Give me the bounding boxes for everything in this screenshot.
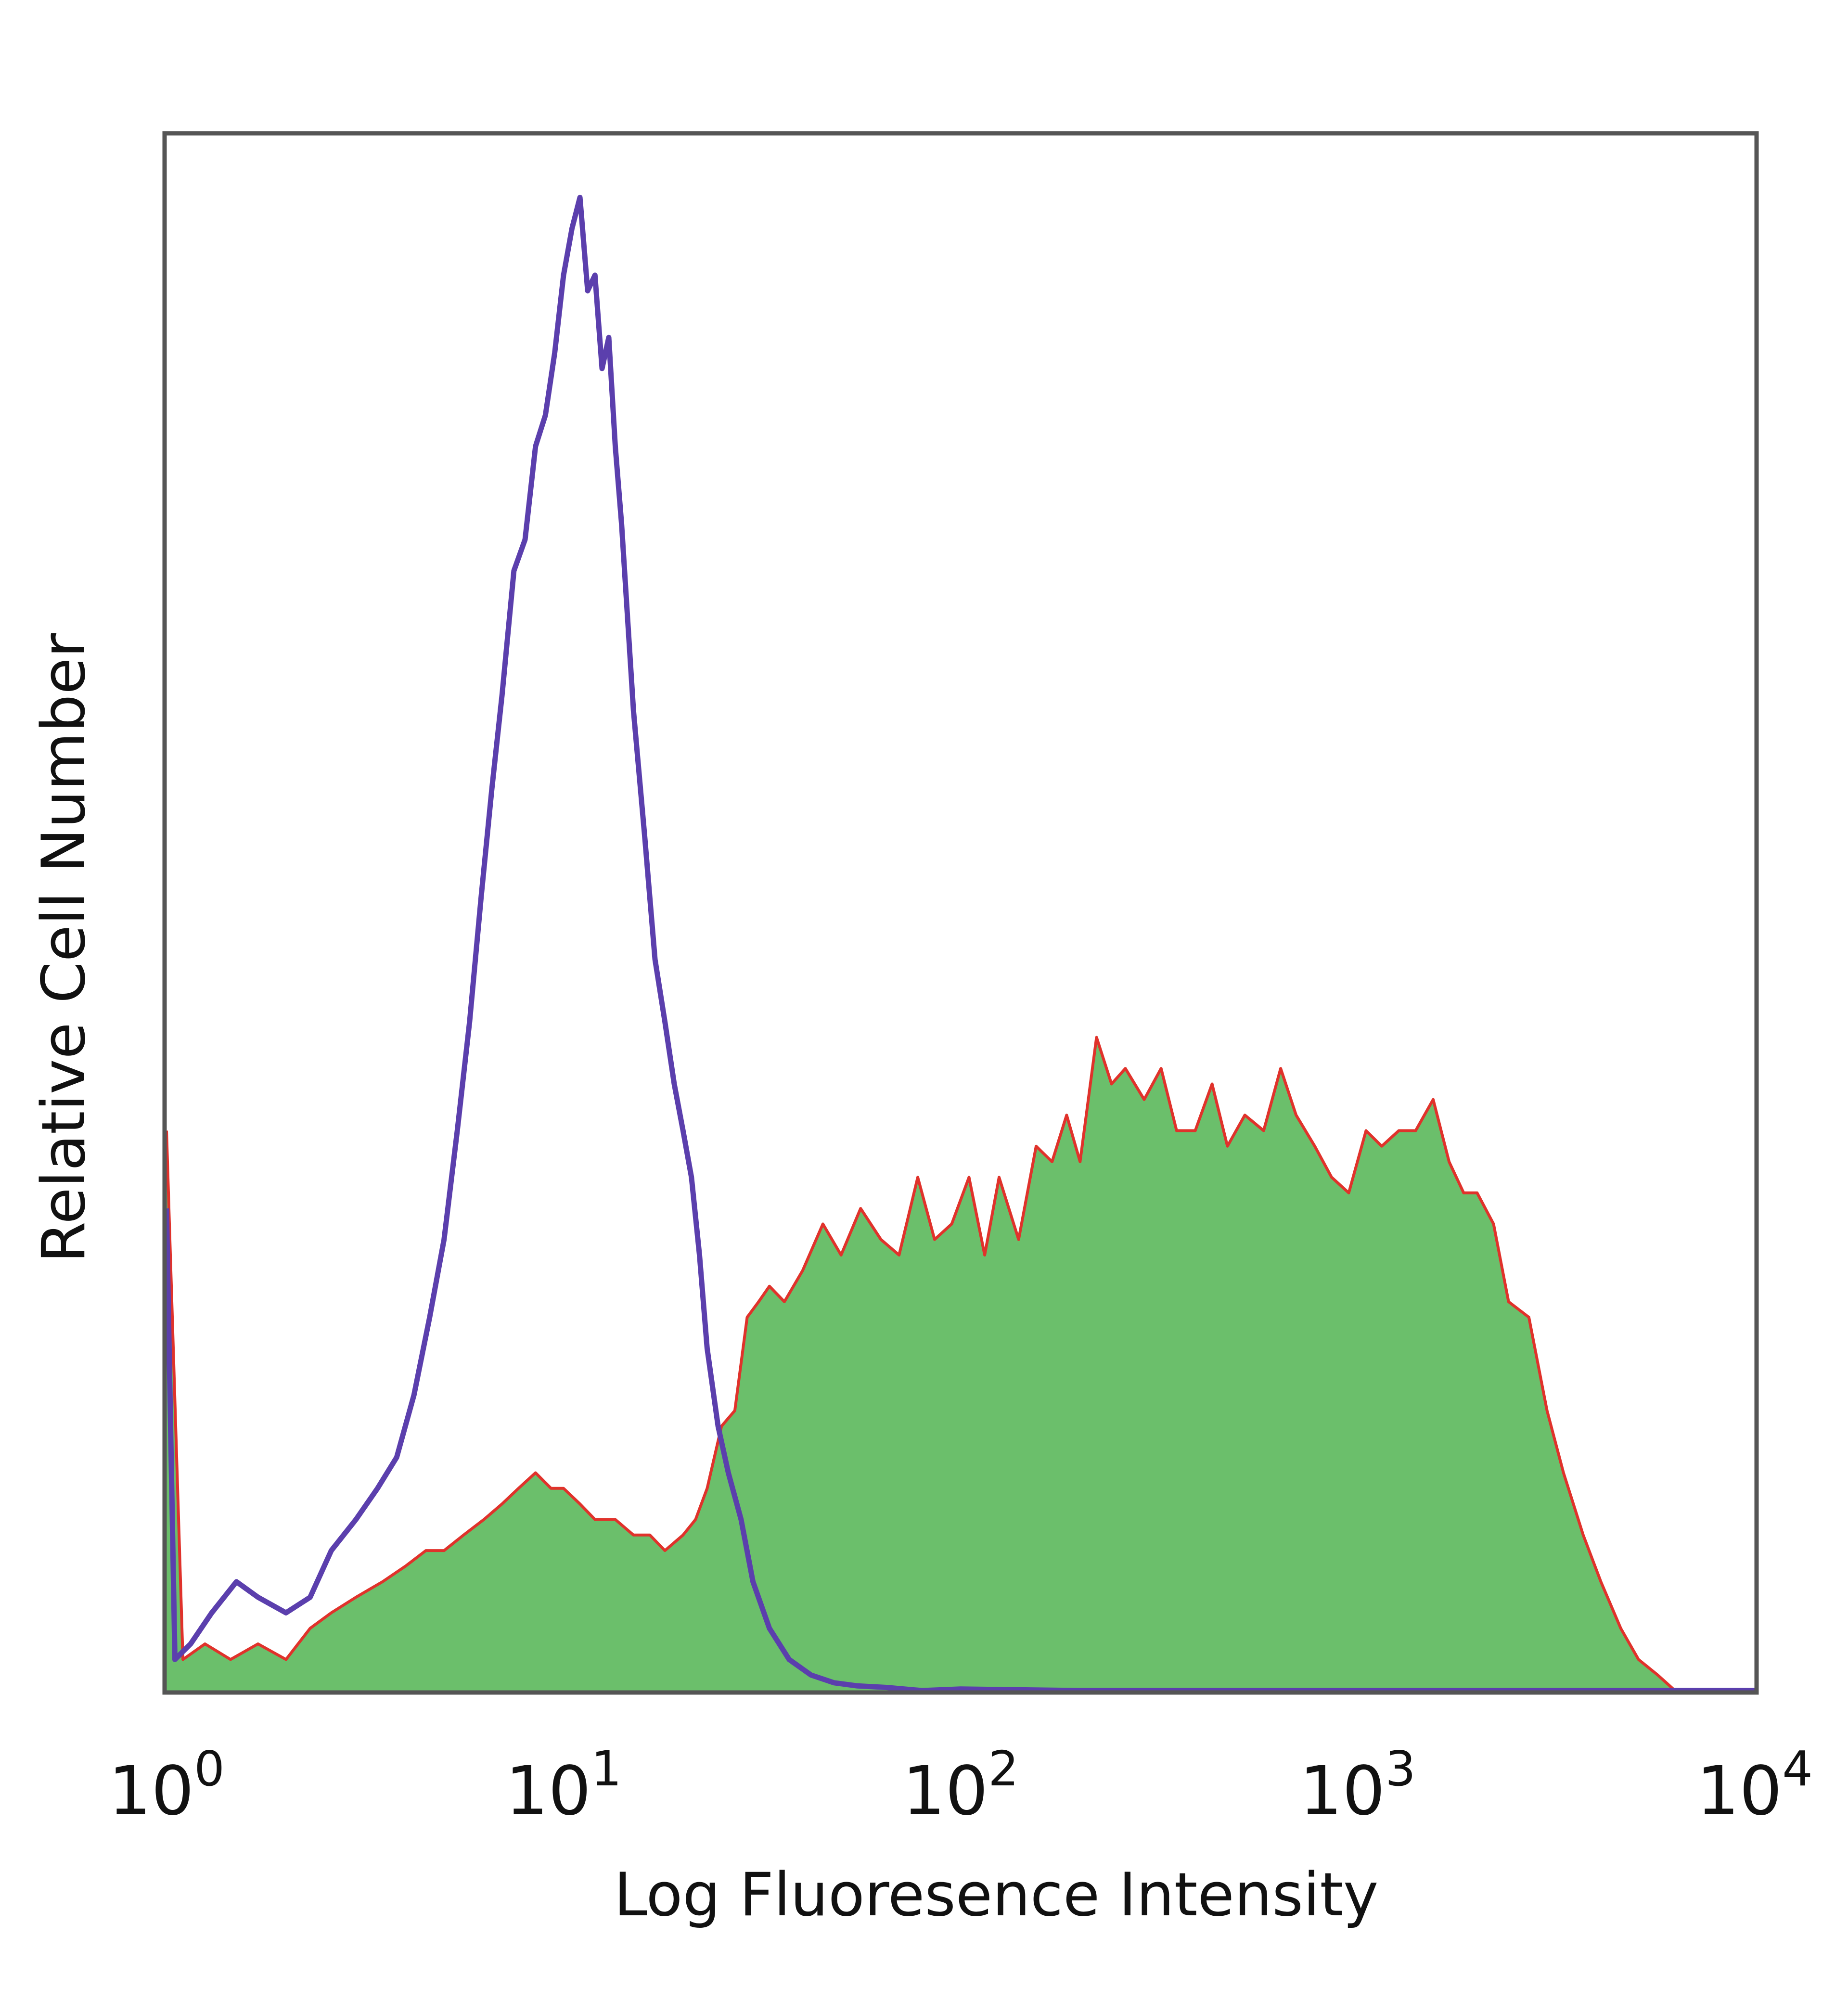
histogram-area-0 xyxy=(167,1037,1694,1691)
x-tick-label: 104 xyxy=(1696,1741,1813,1831)
plot-frame xyxy=(162,131,1759,1695)
x-axis-label: Log Fluoresence Intensity xyxy=(614,1860,1379,1930)
series-layer xyxy=(164,194,1755,1693)
x-tick-label: 103 xyxy=(1299,1741,1416,1831)
histogram-line-0 xyxy=(165,1036,1694,1692)
x-tick-label: 101 xyxy=(505,1741,622,1831)
histogram-line-1 xyxy=(164,194,1755,1693)
y-axis-label: Relative Cell Number xyxy=(29,633,99,1263)
x-tick-label: 102 xyxy=(902,1741,1019,1831)
x-tick-labels: 100 101 102 103 104 xyxy=(108,1741,1813,1831)
x-tick-label: 100 xyxy=(108,1741,225,1831)
